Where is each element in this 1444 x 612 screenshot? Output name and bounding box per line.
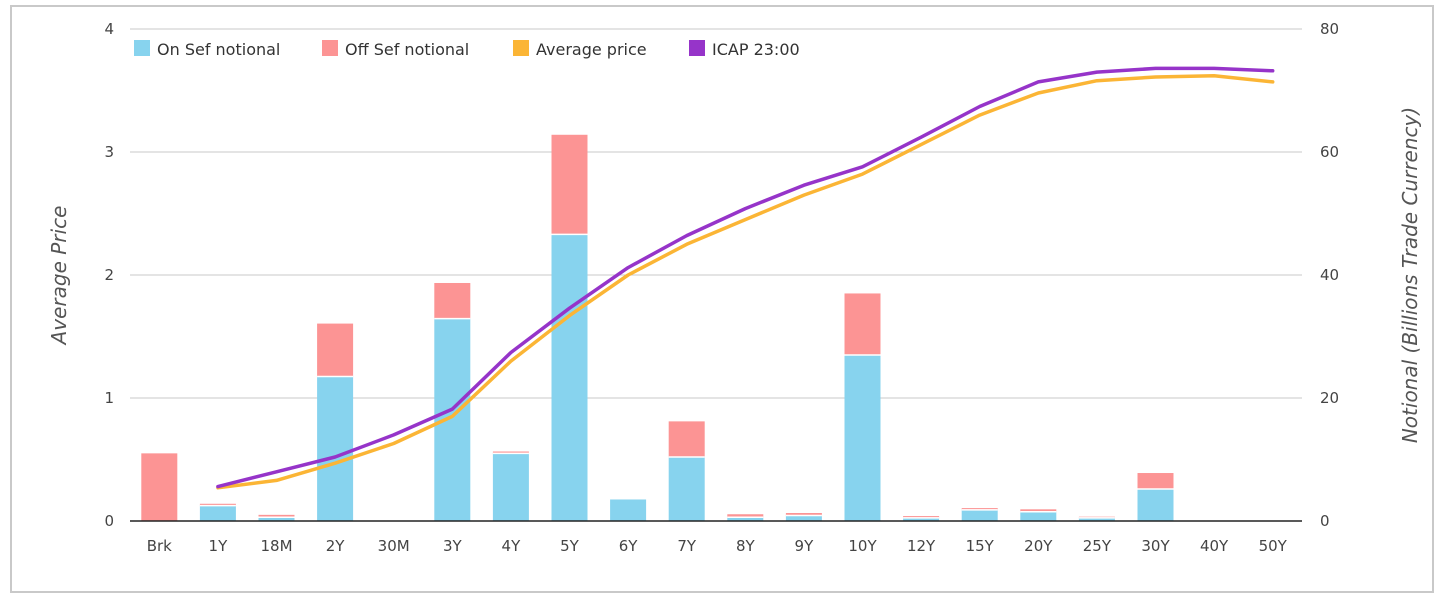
x-tick-label: 15Y bbox=[966, 537, 995, 555]
legend-swatch bbox=[689, 40, 705, 56]
lines bbox=[216, 66, 1275, 490]
bar-on-sef bbox=[903, 517, 940, 521]
bar-on-sef bbox=[961, 509, 998, 521]
chart-frame bbox=[10, 5, 1434, 593]
y2-tick-label: 0 bbox=[1320, 512, 1330, 530]
x-tick-label: 6Y bbox=[619, 537, 639, 555]
x-tick-label: 20Y bbox=[1024, 537, 1053, 555]
legend-label: Off Sef notional bbox=[345, 40, 469, 59]
bar-off-sef bbox=[258, 514, 295, 518]
bar-on-sef bbox=[1137, 489, 1174, 521]
average-price-line bbox=[216, 73, 1275, 490]
y-tick-label: 0 bbox=[104, 512, 114, 530]
bar-off-sef bbox=[785, 513, 822, 516]
x-tick-label: 25Y bbox=[1083, 537, 1112, 555]
bar-off-sef bbox=[1020, 509, 1057, 512]
y2-axis-ticks: 0 20 40 60 80 bbox=[1320, 20, 1339, 530]
bar-on-sef bbox=[199, 505, 236, 521]
bar-off-sef bbox=[199, 503, 236, 506]
bar-on-sef bbox=[434, 318, 471, 521]
y-axis-ticks: 0 1 2 3 4 bbox=[104, 20, 114, 530]
y-tick-label: 2 bbox=[104, 266, 114, 284]
x-tick-label: 50Y bbox=[1259, 537, 1288, 555]
x-tick-label: 9Y bbox=[795, 537, 815, 555]
bar-off-sef bbox=[727, 514, 764, 518]
x-tick-label: 1Y bbox=[209, 537, 229, 555]
bar-off-sef bbox=[1137, 473, 1174, 490]
y2-tick-label: 80 bbox=[1320, 20, 1339, 38]
x-tick-label: Brk bbox=[147, 537, 172, 555]
bar-off-sef bbox=[844, 293, 881, 355]
bar-on-sef bbox=[1020, 511, 1057, 521]
y-tick-label: 3 bbox=[104, 143, 114, 161]
legend-swatch bbox=[513, 40, 529, 56]
x-tick-label: 30M bbox=[378, 537, 410, 555]
x-tick-label: 12Y bbox=[907, 537, 936, 555]
bar-off-sef bbox=[434, 282, 471, 319]
x-tick-label: 10Y bbox=[848, 537, 877, 555]
bar-off-sef bbox=[961, 508, 998, 510]
bar-off-sef bbox=[551, 134, 588, 235]
x-tick-label: 7Y bbox=[677, 537, 697, 555]
x-tick-label: 30Y bbox=[1141, 537, 1170, 555]
x-tick-label: 2Y bbox=[326, 537, 346, 555]
gridlines bbox=[130, 28, 1302, 399]
bar-off-sef bbox=[668, 421, 705, 458]
bar-on-sef bbox=[551, 234, 588, 521]
bar-on-sef bbox=[727, 517, 764, 521]
legend-label: Average price bbox=[536, 40, 647, 59]
y-tick-label: 1 bbox=[104, 389, 114, 407]
x-tick-label: 4Y bbox=[502, 537, 522, 555]
x-tick-label: 8Y bbox=[736, 537, 756, 555]
bar-on-sef bbox=[844, 354, 881, 521]
bar-on-sef bbox=[317, 376, 354, 521]
bar-on-sef bbox=[258, 517, 295, 521]
legend-label: On Sef notional bbox=[157, 40, 280, 59]
x-tick-label: 3Y bbox=[443, 537, 463, 555]
y2-tick-label: 40 bbox=[1320, 266, 1339, 284]
bar-on-sef bbox=[668, 457, 705, 521]
bars bbox=[141, 134, 1174, 521]
y2-tick-label: 60 bbox=[1320, 143, 1339, 161]
bar-on-sef bbox=[1078, 517, 1115, 521]
icap-line bbox=[216, 66, 1275, 489]
bar-off-sef bbox=[317, 323, 354, 377]
y2-axis-title: Notional (Billions Trade Currency) bbox=[1398, 107, 1422, 443]
bar-off-sef bbox=[141, 453, 178, 521]
legend-swatch bbox=[322, 40, 338, 56]
y2-tick-label: 20 bbox=[1320, 389, 1339, 407]
bar-off-sef bbox=[903, 516, 940, 518]
x-tick-label: 5Y bbox=[560, 537, 580, 555]
bar-on-sef bbox=[610, 499, 647, 521]
y-tick-label: 4 bbox=[104, 20, 114, 38]
bar-on-sef bbox=[492, 453, 529, 521]
legend: On Sef notional Off Sef notional Average p… bbox=[134, 40, 800, 59]
legend-swatch bbox=[134, 40, 150, 56]
bar-off-sef bbox=[492, 451, 529, 454]
x-axis-ticks: Brk 1Y 18M 2Y 30M 3Y 4Y 5Y 6Y 7Y 8Y 9Y 10Y 12Y 15Y 20Y 2… bbox=[147, 537, 1288, 555]
x-tick-label: 40Y bbox=[1200, 537, 1229, 555]
bar-on-sef bbox=[785, 515, 822, 521]
legend-label: ICAP 23:00 bbox=[712, 40, 800, 59]
y-axis-title: Average Price bbox=[47, 206, 71, 347]
x-tick-label: 18M bbox=[260, 537, 292, 555]
